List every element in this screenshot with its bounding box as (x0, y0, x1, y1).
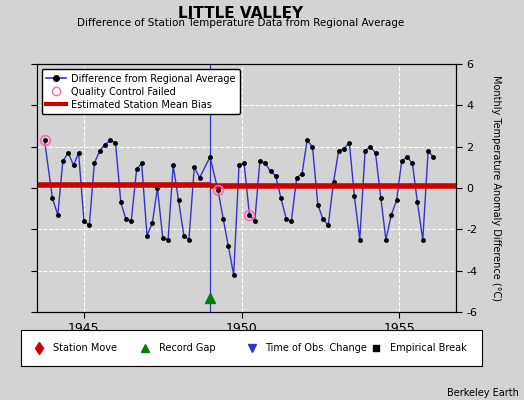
Text: Station Move: Station Move (53, 343, 117, 353)
Text: Empirical Break: Empirical Break (390, 343, 466, 353)
Text: LITTLE VALLEY: LITTLE VALLEY (179, 6, 303, 21)
Text: Record Gap: Record Gap (159, 343, 216, 353)
Legend: Difference from Regional Average, Quality Control Failed, Estimated Station Mean: Difference from Regional Average, Qualit… (41, 69, 240, 114)
Y-axis label: Monthly Temperature Anomaly Difference (°C): Monthly Temperature Anomaly Difference (… (492, 75, 501, 301)
Text: Difference of Station Temperature Data from Regional Average: Difference of Station Temperature Data f… (78, 18, 405, 28)
FancyBboxPatch shape (21, 330, 482, 366)
Text: Berkeley Earth: Berkeley Earth (447, 388, 519, 398)
Text: Time of Obs. Change: Time of Obs. Change (265, 343, 367, 353)
